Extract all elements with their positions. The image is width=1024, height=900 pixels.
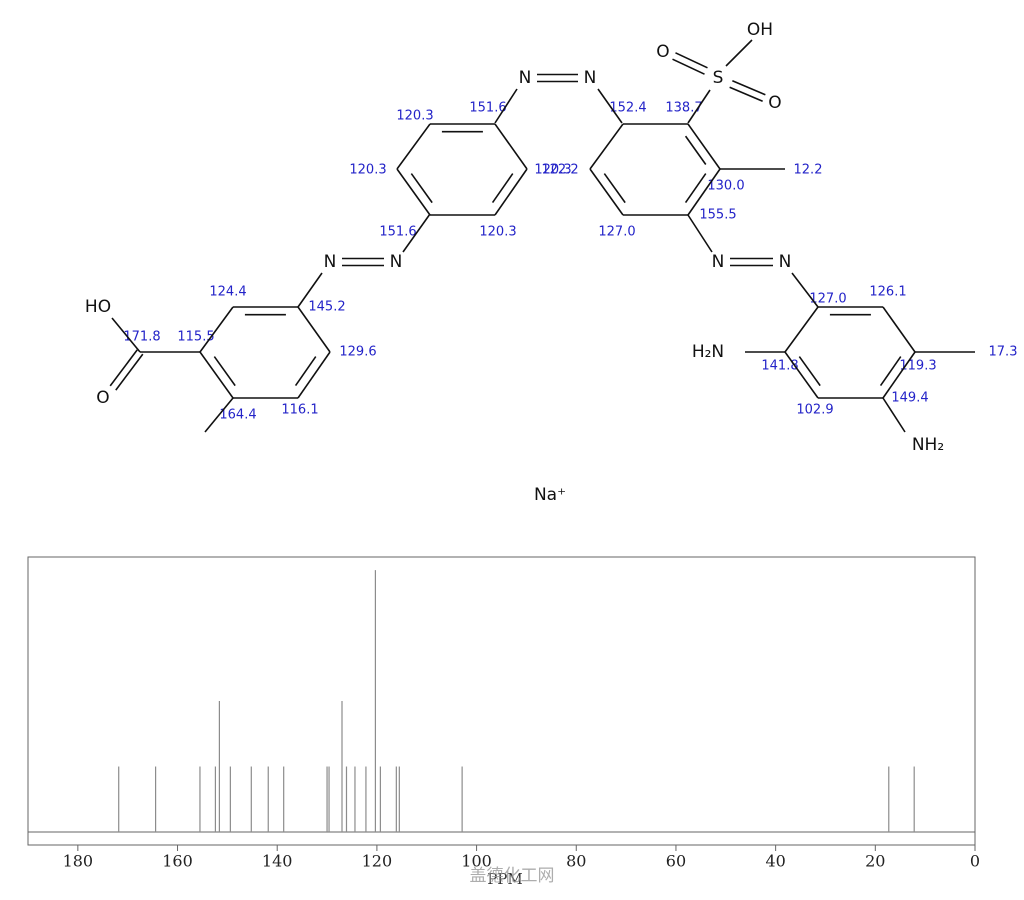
shift-label: 138.7 <box>665 101 702 116</box>
bond <box>297 306 331 353</box>
shift-label: 171.8 <box>123 330 160 345</box>
bond <box>109 349 138 387</box>
x-tick-label: 100 <box>461 852 492 871</box>
atom: Na⁺ <box>534 485 566 505</box>
atom: O <box>656 42 669 62</box>
molecule: N N N N N N S O O OH HO O H₂N NH₂ Na⁺ 15… <box>85 20 1018 505</box>
bond <box>402 213 431 253</box>
x-tick-label: 0 <box>970 852 980 871</box>
atom: N <box>712 252 725 272</box>
bond <box>297 272 323 308</box>
shift-label: 151.6 <box>469 101 506 116</box>
atom: N <box>584 68 597 88</box>
x-tick-label: 20 <box>865 852 885 871</box>
shift-label: 124.4 <box>209 285 246 300</box>
bond <box>732 80 766 96</box>
atom: NH₂ <box>912 435 944 455</box>
bond <box>687 168 721 216</box>
bond <box>882 306 916 353</box>
shift-label: 115.5 <box>177 330 214 345</box>
shift-label: 151.6 <box>379 225 416 240</box>
bond <box>115 353 144 391</box>
shift-label: 127.0 <box>809 292 846 307</box>
bond <box>410 173 433 204</box>
bond <box>784 306 819 353</box>
bond <box>791 272 819 308</box>
bond <box>603 173 626 204</box>
bond <box>725 39 753 67</box>
shift-label: 145.2 <box>308 300 345 315</box>
bond <box>798 356 821 387</box>
shift-label: 120.3 <box>396 109 433 124</box>
shift-label: 141.8 <box>761 359 798 374</box>
watermark: 盖德化工网 <box>470 866 555 886</box>
shift-label: 120.3 <box>534 163 571 178</box>
shift-label: 120.3 <box>349 163 386 178</box>
bond <box>111 317 141 353</box>
shift-label: 17.3 <box>989 345 1018 360</box>
bond <box>494 88 518 124</box>
shift-label: 127.0 <box>598 225 635 240</box>
shift-label: 102.9 <box>796 403 833 418</box>
bond <box>684 135 707 165</box>
bond <box>687 89 711 124</box>
bond <box>589 123 624 170</box>
atom: HO <box>85 297 111 317</box>
shift-label: 12.2 <box>794 163 823 178</box>
shift-label: 116.1 <box>281 403 318 418</box>
bond <box>672 58 705 75</box>
x-tick-label: 120 <box>362 852 393 871</box>
bond <box>494 123 528 170</box>
atom: N <box>390 252 403 272</box>
atom: O <box>96 388 109 408</box>
atom: N <box>519 68 532 88</box>
atom: N <box>324 252 337 272</box>
bond <box>297 351 331 399</box>
bond <box>597 88 623 124</box>
shift-label: 126.1 <box>869 285 906 300</box>
bond <box>687 123 721 170</box>
atom: O <box>768 93 781 113</box>
atom: OH <box>747 20 773 40</box>
bond <box>396 168 431 216</box>
shift-label: 152.4 <box>609 101 646 116</box>
bond <box>882 351 916 399</box>
shift-label: 130.0 <box>707 179 744 194</box>
bond <box>494 168 528 216</box>
plot-frame <box>27 556 976 846</box>
bond <box>879 356 902 387</box>
bond <box>294 356 317 387</box>
shift-label: 149.4 <box>891 391 928 406</box>
shift-label: 155.5 <box>699 208 736 223</box>
bond <box>784 351 819 399</box>
bond <box>675 52 708 69</box>
bond <box>204 397 234 433</box>
atom: N <box>779 252 792 272</box>
shift-label: 164.4 <box>219 408 256 423</box>
bond <box>396 123 431 170</box>
bond <box>729 86 763 102</box>
shift-label: 129.6 <box>339 345 376 360</box>
bond <box>589 168 624 216</box>
bond <box>199 306 234 353</box>
bond <box>491 173 514 204</box>
x-tick-label: 160 <box>162 852 193 871</box>
shift-label: 120.3 <box>479 225 516 240</box>
bond <box>684 173 707 204</box>
atom: H₂N <box>692 342 724 362</box>
x-tick-label: 60 <box>666 852 686 871</box>
bond <box>213 356 236 387</box>
bond <box>882 397 906 433</box>
x-tick-label: 140 <box>262 852 293 871</box>
atom: S <box>713 68 724 88</box>
shift-label: 122.2 <box>541 163 578 178</box>
x-tick-label: 40 <box>765 852 785 871</box>
x-axis-title: PPM <box>487 870 523 888</box>
x-tick-label: 180 <box>63 852 94 871</box>
bond <box>199 351 234 399</box>
x-tick-label: 80 <box>566 852 586 871</box>
bond <box>687 214 713 253</box>
